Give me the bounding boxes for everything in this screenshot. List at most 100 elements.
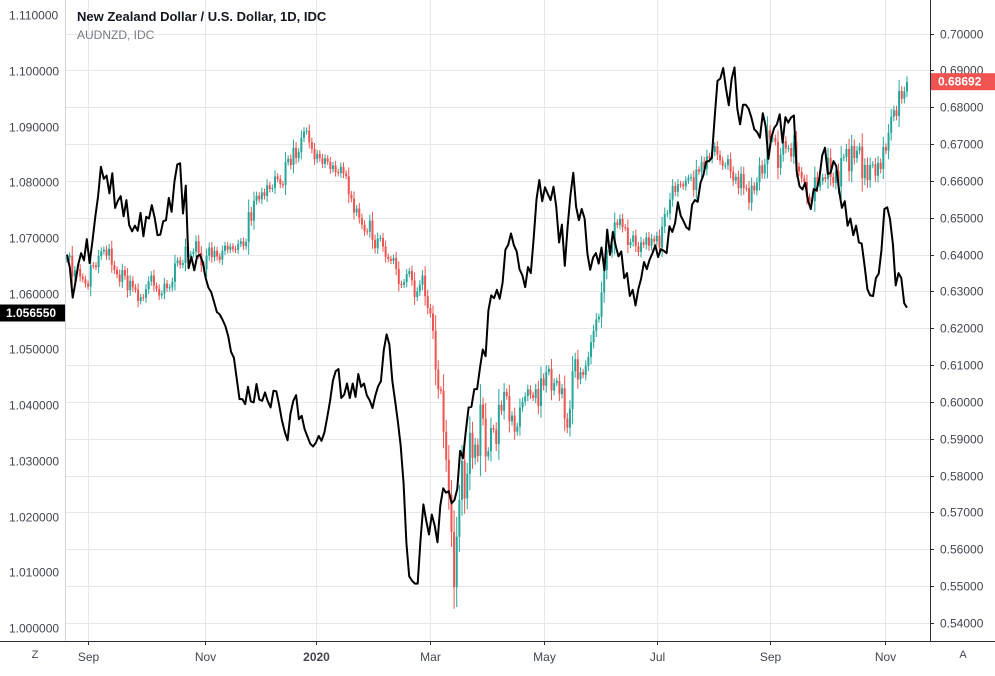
candle-body-up	[890, 116, 893, 133]
candle-body-down	[679, 184, 682, 186]
candle-body-up	[497, 404, 500, 444]
candle-body-up	[590, 342, 593, 357]
time-tick-label: May	[533, 650, 556, 664]
candle-body-down	[463, 460, 466, 499]
left-tick-label: 1.060000	[9, 288, 59, 302]
left-tick-label: 1.110000	[9, 9, 58, 23]
candle-body-up	[645, 237, 648, 245]
right-last-price-bg	[931, 73, 995, 91]
candle-body-down	[442, 390, 445, 432]
time-tick-label: Jul	[650, 650, 665, 664]
candle-body-up	[487, 451, 490, 457]
candle-body-down	[832, 176, 835, 184]
candle-body-down	[268, 185, 271, 189]
candle-body-up	[676, 184, 679, 192]
candle-body-down	[400, 284, 403, 286]
candle-body-up	[863, 165, 866, 179]
candle-body-up	[690, 177, 693, 179]
candle-body-up	[526, 389, 529, 397]
candle-body-up	[271, 187, 274, 189]
right-price-axis[interactable]: 0.54000 0.55000 0.56000 0.57000 0.58000 0.590…	[930, 28, 984, 631]
candle-body-up	[571, 371, 574, 409]
candle-body-up	[539, 378, 542, 406]
candle-body-down	[800, 171, 803, 179]
candle-body-down	[281, 184, 284, 186]
candle-body-down	[447, 459, 450, 496]
candle-body-up	[100, 251, 103, 257]
candle-body-down	[131, 280, 134, 288]
candle-body-up	[455, 536, 458, 588]
candle-body-down	[626, 227, 629, 245]
candle-body-down	[439, 389, 442, 391]
time-axis[interactable]: Sep Nov 2020 Mar May Jul Sep Nov	[78, 641, 896, 664]
candle-body-up	[842, 156, 845, 159]
candle-body-up	[221, 250, 224, 260]
candle-body-down	[342, 166, 345, 174]
candle-body-up	[574, 359, 577, 372]
candle-body-up	[663, 214, 666, 227]
candle-body-up	[468, 432, 471, 474]
candle-body-down	[729, 159, 732, 172]
candle-body-up	[213, 250, 216, 258]
left-tick-label: 1.010000	[9, 566, 59, 580]
left-tick-label: 1.040000	[9, 399, 59, 413]
zoom-reset-button[interactable]: Z	[31, 649, 39, 661]
candle-body-up	[205, 255, 208, 270]
candle-body-down	[566, 418, 569, 428]
candle-body-up	[579, 372, 582, 380]
candle-body-down	[703, 161, 706, 169]
candle-body-up	[613, 222, 616, 245]
candle-body-up	[597, 316, 600, 320]
candle-body-up	[755, 182, 758, 191]
right-tick-label: 0.60000	[940, 396, 984, 410]
candle-body-down	[848, 148, 851, 172]
candle-body-down	[529, 389, 532, 395]
candle-body-down	[410, 271, 413, 281]
candle-body-up	[568, 408, 571, 428]
candle-body-down	[389, 258, 392, 261]
candle-body-down	[79, 268, 82, 277]
auto-scale-button[interactable]: A	[959, 649, 967, 661]
candle-body-up	[858, 146, 861, 151]
left-tick-label: 1.030000	[9, 455, 59, 469]
candle-body-down	[495, 429, 498, 444]
right-tick-label: 0.55000	[940, 580, 984, 594]
candle-body-down	[179, 260, 182, 265]
candle-body-up	[163, 283, 166, 294]
candle-body-up	[892, 110, 895, 117]
right-tick-label: 0.67000	[940, 138, 984, 152]
candle-body-down	[279, 179, 282, 185]
candle-body-down	[295, 147, 298, 159]
candle-body-down	[81, 276, 84, 280]
left-tick-label: 1.080000	[9, 176, 59, 190]
candle-body-down	[742, 173, 745, 188]
left-last-price-value: 1.056550	[6, 306, 56, 320]
candle-body-up	[316, 153, 319, 160]
candle-body-down	[537, 389, 540, 406]
left-price-axis[interactable]: 1.000000 1.010000 1.020000 1.030000 1.040000…	[9, 9, 59, 636]
candle-body-down	[748, 188, 751, 203]
candle-body-up	[305, 130, 308, 132]
candle-body-down	[234, 249, 237, 251]
candle-body-down	[360, 218, 363, 225]
candle-body-up	[331, 165, 334, 170]
candle-body-up	[173, 263, 176, 282]
candle-body-up	[650, 238, 653, 246]
candle-body-down	[118, 274, 121, 282]
candle-body-down	[334, 165, 337, 173]
candle-body-down	[716, 146, 719, 155]
candle-body-down	[413, 280, 416, 297]
candle-body-up	[518, 407, 521, 427]
candle-body-down	[542, 378, 545, 386]
candle-body-up	[405, 274, 408, 283]
candle-body-down	[674, 186, 677, 192]
candle-body-down	[737, 176, 740, 189]
candle-body-down	[137, 289, 140, 301]
right-tick-label: 0.68000	[940, 101, 984, 115]
compare-symbol-label[interactable]: AUDNZD, IDC	[77, 28, 155, 42]
candle-body-up	[600, 292, 603, 317]
candle-body-up	[379, 237, 382, 239]
candle-body-down	[761, 165, 764, 174]
candle-body-down	[105, 249, 108, 256]
